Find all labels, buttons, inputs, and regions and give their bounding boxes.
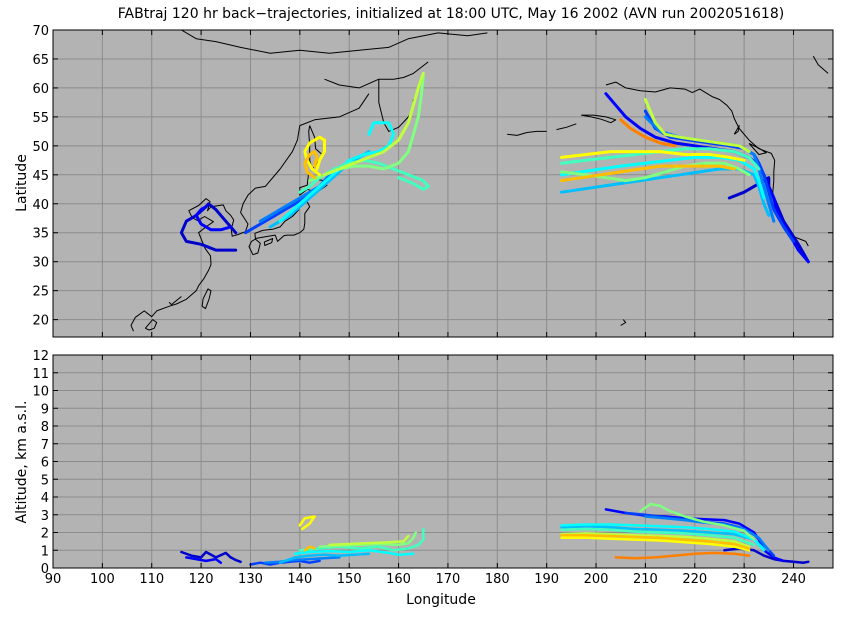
trajectory-line: [560, 525, 766, 550]
map-plot-area: [130, 30, 829, 332]
altitude-ytick-label: 6: [41, 456, 49, 471]
coastline: [733, 125, 740, 135]
coastline: [168, 296, 182, 306]
coastline: [248, 238, 261, 256]
coastline: [620, 319, 627, 326]
altitude-plot-area: [180, 502, 810, 566]
map-axes-frame: [52, 29, 834, 338]
coastline: [144, 319, 158, 331]
trajectory-line: [303, 150, 319, 180]
figure-title: FABtraj 120 hr back−trajectories, initia…: [118, 6, 784, 22]
trajectory-line: [180, 550, 242, 564]
altitude-ytick-label: 10: [32, 385, 49, 400]
altitude-xtick-label: 130: [238, 572, 263, 587]
trajectory-line: [323, 71, 425, 177]
trajectory-line: [643, 98, 751, 154]
altitude-xtick-label: 140: [287, 572, 312, 587]
altitude-ytick-label: 12: [32, 349, 49, 364]
trajectory-line: [560, 167, 771, 217]
map-ytick-label: 20: [32, 314, 49, 329]
trajectory-line: [560, 147, 761, 171]
altitude-xtick-label: 210: [633, 572, 658, 587]
coastline: [556, 123, 577, 131]
altitude-xtick-label: 240: [781, 572, 806, 587]
altitude-ytick-label: 4: [41, 491, 49, 506]
altitude-xtick-label: 100: [90, 572, 115, 587]
map-ytick-label: 55: [32, 111, 49, 126]
altitude-xtick-label: 190: [534, 572, 559, 587]
altitude-ytick-label: 1: [41, 544, 49, 559]
coastline: [181, 30, 488, 54]
altitude-ytick-label: 8: [41, 420, 49, 435]
trajectory-line: [560, 527, 756, 547]
map-ytick-label: 45: [32, 169, 49, 184]
trajectory-line: [614, 551, 751, 560]
altitude-ylabel: Altitude, km a.s.l.: [14, 401, 30, 524]
altitude-xtick-label: 120: [189, 572, 214, 587]
altitude-ytick-label: 9: [41, 402, 49, 417]
trajectory-line: [560, 532, 751, 548]
altitude-ytick-label: 7: [41, 438, 49, 453]
trajectory-line: [264, 556, 341, 564]
altitude-xtick-label: 200: [584, 572, 609, 587]
coastline: [748, 143, 767, 155]
altitude-panel: 90 100 110 120 130 140 150 160 170 180 190 200 210 22…: [32, 349, 834, 587]
coastline: [812, 55, 829, 74]
trajectory-line: [560, 155, 766, 200]
trajectory-line: [560, 536, 751, 552]
trajectory-line: [560, 523, 766, 552]
altitude-xtick-label: 160: [386, 572, 411, 587]
map-ytick-label: 60: [32, 82, 49, 97]
altitude-xtick-label: 110: [139, 572, 164, 587]
altitude-ytick-label: 0: [41, 562, 49, 577]
map-ytick-label: 30: [32, 256, 49, 271]
map-panel: 20 25 30 35 40 45 50 55 60 65 70: [32, 24, 834, 338]
map-plot-background: [53, 30, 833, 337]
trajectory-line: [298, 515, 316, 531]
trajectory-line: [303, 135, 326, 177]
altitude-ytick-label: 11: [32, 367, 49, 382]
trajectory-line: [185, 556, 223, 564]
trajectory-line: [639, 502, 756, 541]
map-ytick-label: 40: [32, 198, 49, 213]
trajectory-line: [328, 534, 410, 547]
map-ytick-label: 65: [32, 53, 49, 68]
map-ytick-label: 25: [32, 285, 49, 300]
coastline: [130, 93, 370, 332]
map-ylabel: Latitude: [14, 154, 30, 212]
altitude-xtick-label: 150: [337, 572, 362, 587]
altitude-xtick-label: 230: [732, 572, 757, 587]
altitude-ytick-label: 3: [41, 509, 49, 524]
trajectory-line: [560, 533, 751, 550]
altitude-xtick-label: 90: [45, 572, 62, 587]
trajectory-line: [560, 161, 751, 183]
coastline: [324, 61, 429, 89]
altitude-xtick-label: 180: [485, 572, 510, 587]
trajectory-line: [278, 552, 371, 564]
map-ytick-label: 35: [32, 227, 49, 242]
map-ytick-label: 70: [32, 24, 49, 39]
coastline: [263, 238, 274, 246]
trajectory-line: [303, 545, 316, 552]
coastline: [201, 288, 212, 310]
altitude-xtick-label: 170: [436, 572, 461, 587]
trajectory-line: [278, 121, 396, 223]
coastline: [507, 130, 547, 136]
trajectory-line: [318, 531, 418, 548]
trajectory-line: [179, 202, 238, 252]
altitude-ytick-label: 5: [41, 473, 49, 488]
trajectory-line: [619, 118, 677, 148]
altitude-ytick-label: 2: [41, 527, 49, 542]
trajectory-line: [194, 205, 233, 232]
trajectory-line: [298, 527, 425, 552]
trajectory-line: [293, 549, 415, 556]
map-ytick-label: 50: [32, 140, 49, 155]
coastline: [254, 195, 311, 242]
altitude-xtick-label: 220: [682, 572, 707, 587]
coastline: [581, 114, 617, 124]
trajectory-line: [560, 150, 746, 162]
altitude-xlabel: Longitude: [406, 592, 476, 608]
trajectory-line: [560, 164, 736, 183]
